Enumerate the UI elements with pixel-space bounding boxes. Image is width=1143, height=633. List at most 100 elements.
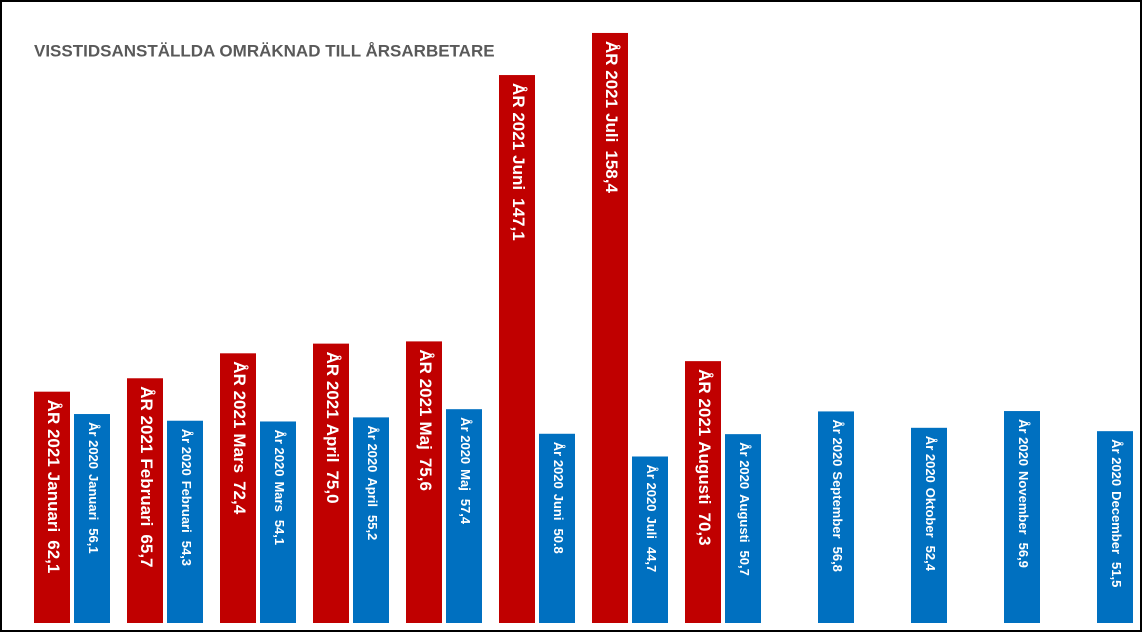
label-value: 54,3 [179,541,194,566]
bar [725,434,761,623]
bar-label: År 2020 Februari 54,3 [179,429,194,566]
bar-label: ÅR 2021 Januari 62,1 [44,400,63,574]
bar [1097,431,1133,623]
bar-label: ÅR 2021 Mars 72,4 [230,361,249,514]
label-category: Juni [551,494,566,521]
label-value: 65,7 [137,534,156,567]
label-category: Juli [602,113,621,142]
label-value: 56,9 [1016,543,1031,568]
bar-label: År 2020 Juni 50.8 [551,442,566,554]
label-series: År 2020 [1016,419,1031,466]
bar-label: År 2020 April 55,2 [365,425,380,540]
bar [74,414,110,623]
label-category: April [323,424,342,463]
bar [446,409,482,623]
label-value: 56,1 [86,528,101,553]
label-value: 147,1 [509,198,528,241]
bar-label: ÅR 2021 Maj 75,6 [416,349,435,491]
chart-title: VISSTIDSANSTÄLLDA OMRÄKNAD TILL ÅRSARBET… [34,41,495,60]
bar-label: År 2020 November 56,9 [1016,419,1031,568]
label-series: ÅR 2021 [602,41,621,108]
bar [167,420,203,623]
bar [127,378,163,623]
label-category: Augusti [695,441,714,504]
label-series: År 2020 [272,429,287,476]
label-category: December [1109,491,1124,554]
label-series: År 2020 [644,464,659,511]
bar-label: ÅR 2021 Augusti 70,3 [695,369,714,545]
label-category: September [830,471,845,538]
label-value: 72,4 [230,481,249,515]
label-category: Mars [230,433,249,473]
bar-label: ÅR 2021 Juni 147,1 [509,83,528,241]
bar [220,353,256,623]
label-value: 55,2 [365,515,380,540]
label-category: Augusti [737,494,752,542]
label-category: Januari [44,472,63,532]
label-value: 54,1 [272,520,287,545]
label-category: Januari [86,474,101,520]
label-series: År 2020 [1109,439,1124,486]
label-value: 50,7 [737,551,752,576]
bar [592,32,628,623]
bar-label: År 2020 Mars 54,1 [272,429,287,545]
label-category: Oktober [923,488,938,538]
label-value: 52,4 [923,546,938,572]
label-value: 44,7 [644,547,659,572]
bar [632,456,668,623]
bar-label: År 2020 Oktober 52,4 [923,436,938,572]
label-value: 56,8 [830,547,845,572]
label-series: År 2020 [179,429,194,476]
label-value: 75,6 [416,458,435,491]
label-series: ÅR 2021 [323,352,342,419]
label-category: Juni [509,155,528,190]
bar [406,341,442,623]
label-category: Februari [179,481,194,533]
label-category: April [365,477,380,507]
bar [313,343,349,623]
label-category: Juli [644,516,659,538]
bar [34,391,70,623]
label-value: 70,3 [695,513,714,546]
label-value: 57,4 [458,499,473,525]
label-value: 50.8 [551,528,566,553]
bar-label: ÅR 2021 Juli 158,4 [602,41,621,193]
label-series: ÅR 2021 [509,83,528,150]
bar-label: År 2020 Juli 44,7 [644,464,659,572]
label-series: År 2020 [458,417,473,464]
label-series: År 2020 [551,442,566,489]
label-category: Februari [137,458,156,526]
bar-label: År 2020 December 51,5 [1109,439,1124,587]
bar [818,411,854,623]
label-value: 75,0 [323,470,342,503]
bar [685,361,721,623]
bar [499,75,535,624]
label-series: År 2020 [365,425,380,472]
bar [260,421,296,623]
bar-label: År 2020 Maj 57,4 [458,417,473,525]
label-series: ÅR 2021 [416,349,435,416]
label-series: År 2020 [86,422,101,469]
label-series: ÅR 2021 [137,386,156,453]
bar [353,417,389,623]
label-series: År 2020 [737,442,752,489]
bar-label: År 2020 Augusti 50,7 [737,442,752,576]
label-value: 62,1 [44,540,63,573]
label-category: Maj [416,421,435,449]
label-series: År 2020 [923,436,938,483]
label-category: Maj [458,469,473,491]
bar-label: ÅR 2021 April 75,0 [323,352,342,504]
label-value: 51,5 [1109,562,1124,587]
bar-label: ÅR 2021 Februari 65,7 [137,386,156,567]
label-series: År 2020 [830,419,845,466]
label-series: ÅR 2021 [44,400,63,467]
bar-label: År 2020 Januari 56,1 [86,422,101,554]
label-category: November [1016,471,1031,535]
bar [911,427,947,623]
label-series: ÅR 2021 [230,361,249,428]
bar-label: År 2020 September 56,8 [830,419,845,572]
label-category: Mars [272,481,287,511]
label-value: 158,4 [602,150,621,193]
label-series: ÅR 2021 [695,369,714,436]
